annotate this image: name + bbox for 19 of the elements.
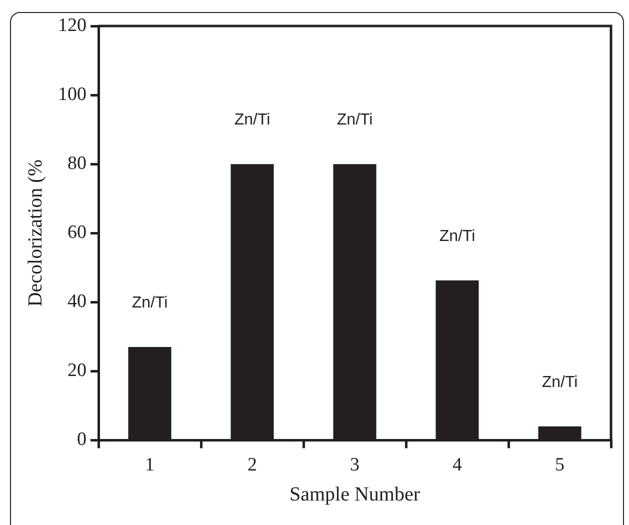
y-tick-label: 40 [68,291,86,312]
y-tick-label: 100 [58,84,86,106]
y-tick-label: 120 [58,14,86,36]
y-tick-label: 20 [68,360,86,382]
x-axis-title: Sample Number [289,483,420,506]
x-tick-label: 4 [452,454,462,476]
y-tick-label: 0 [77,429,86,450]
annotation: Zn/Ti [439,228,476,245]
y-axis-title: Decolorization (% [24,160,46,307]
x-tick-label: 5 [555,454,564,476]
x-tick-label: 2 [248,454,257,476]
annotation: Zn/Ti [132,294,168,312]
annotation: Zn/Ti [336,111,373,128]
x-tick-label: 1 [145,454,154,476]
y-tick-label: 60 [68,222,86,244]
x-tick-label: 3 [350,454,360,476]
y-tick-label: 80 [68,153,86,174]
annotation: Zn/Ti [234,111,270,128]
annotation: Zn/Ti [542,374,578,391]
